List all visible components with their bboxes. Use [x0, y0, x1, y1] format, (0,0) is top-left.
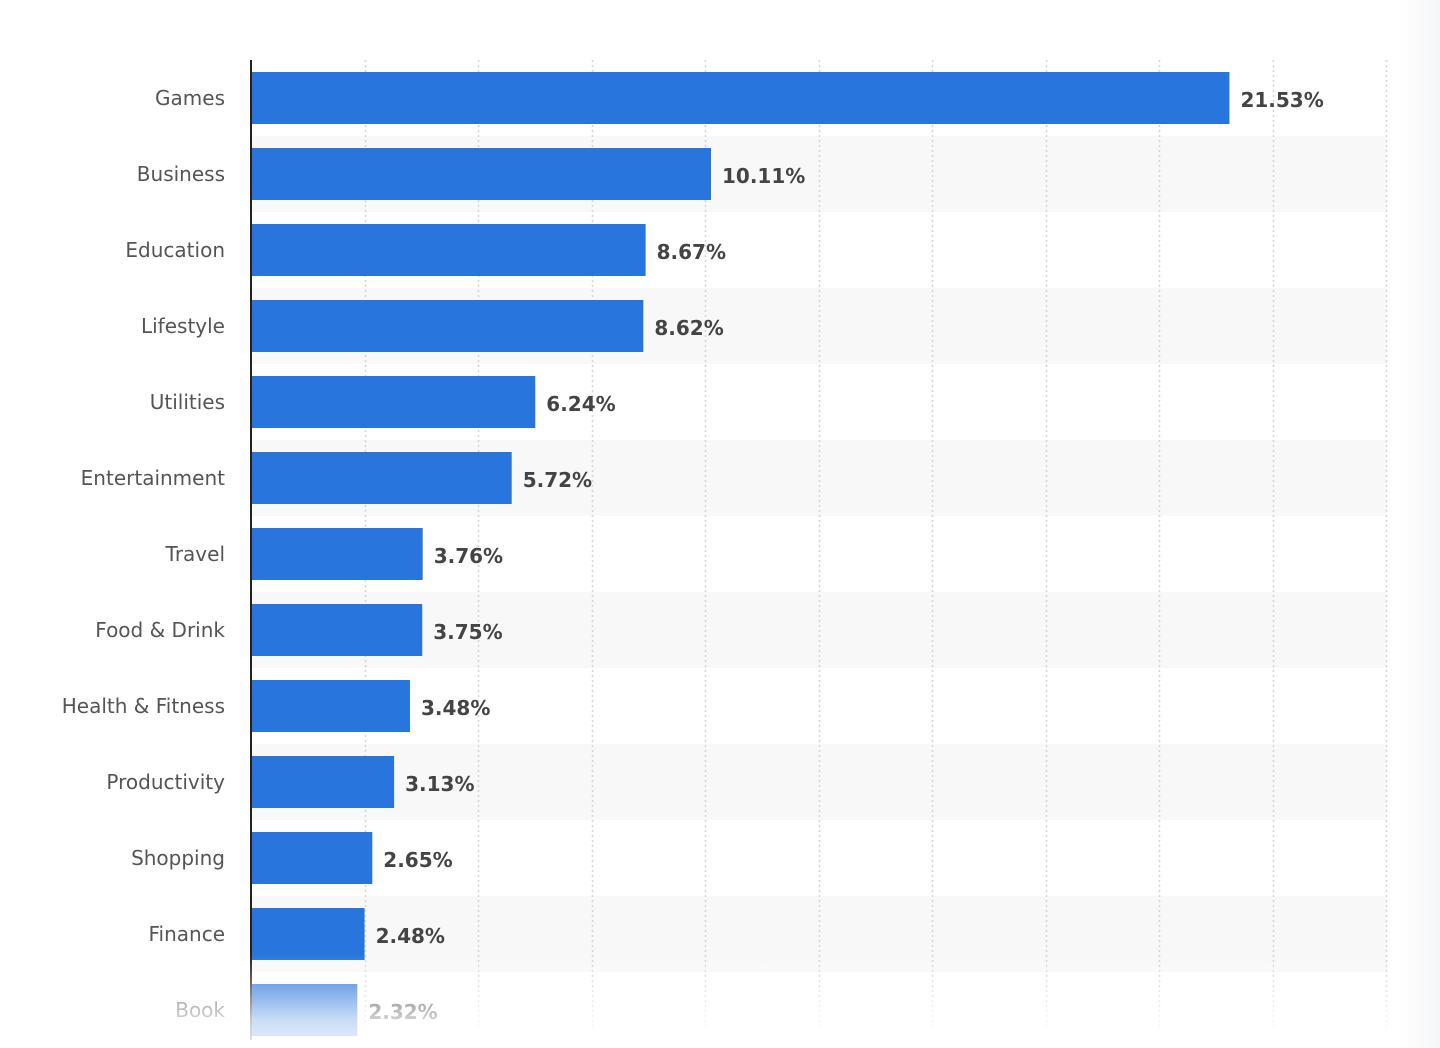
value-label: 5.72%	[523, 468, 592, 492]
value-label: 3.48%	[421, 696, 490, 720]
value-label: 2.32%	[368, 1000, 437, 1024]
category-label: Education	[125, 238, 225, 262]
category-label: Business	[137, 162, 225, 186]
category-label: Food & Drink	[95, 618, 225, 642]
category-label: Productivity	[106, 770, 225, 794]
bar-entertainment[interactable]	[252, 452, 512, 504]
value-label: 21.53%	[1240, 88, 1323, 112]
bar-book[interactable]	[252, 984, 358, 1036]
category-label: Shopping	[131, 846, 225, 870]
category-label: Games	[155, 86, 225, 110]
bar-utilities[interactable]	[252, 376, 536, 428]
category-label: Utilities	[150, 390, 225, 414]
value-label: 3.75%	[433, 620, 502, 644]
category-label: Finance	[148, 922, 225, 946]
bar-education[interactable]	[252, 224, 646, 276]
bar-travel[interactable]	[252, 528, 423, 580]
value-label: 2.65%	[383, 848, 452, 872]
value-label: 10.11%	[722, 164, 805, 188]
category-label: Travel	[165, 542, 225, 566]
right-edge-shadow	[1400, 0, 1440, 1048]
category-label: Health & Fitness	[62, 694, 225, 718]
value-label: 3.76%	[434, 544, 503, 568]
bar-food-drink[interactable]	[252, 604, 423, 656]
bar-productivity[interactable]	[252, 756, 395, 808]
value-label: 8.62%	[654, 316, 723, 340]
bar-games[interactable]	[252, 72, 1230, 124]
bar-business[interactable]	[252, 148, 711, 200]
bar-health-fitness[interactable]	[252, 680, 410, 732]
category-label: Lifestyle	[141, 314, 225, 338]
bar-shopping[interactable]	[252, 832, 373, 884]
value-label: 8.67%	[657, 240, 726, 264]
value-label: 3.13%	[405, 772, 474, 796]
category-label: Entertainment	[81, 466, 225, 490]
bar-lifestyle[interactable]	[252, 300, 644, 352]
value-label: 2.48%	[376, 924, 445, 948]
value-label: 6.24%	[546, 392, 615, 416]
bar-finance[interactable]	[252, 908, 365, 960]
category-label: Book	[175, 998, 225, 1022]
